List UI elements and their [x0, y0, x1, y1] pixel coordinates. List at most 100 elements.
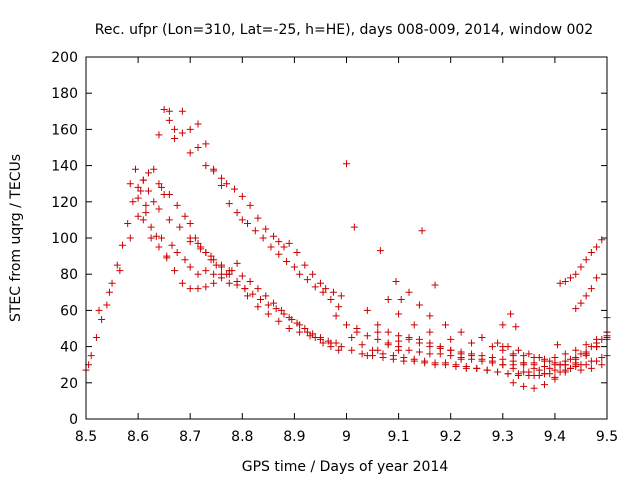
data-point-marker: [587, 248, 595, 256]
data-point-marker: [223, 180, 231, 188]
data-point-marker: [520, 382, 528, 390]
data-point-marker: [173, 201, 181, 209]
data-point-marker: [374, 328, 382, 336]
data-point-marker: [134, 212, 142, 220]
data-point-marker: [131, 165, 139, 173]
data-point-marker: [176, 223, 184, 231]
data-point-marker: [421, 357, 429, 365]
data-point-marker: [572, 305, 580, 313]
data-point-marker: [577, 299, 585, 307]
data-point-marker: [593, 243, 601, 251]
data-point-marker: [272, 305, 280, 313]
data-point-marker: [280, 243, 288, 251]
data-point-marker: [535, 353, 543, 361]
data-point-marker: [129, 198, 137, 206]
data-point-marker: [561, 368, 569, 376]
data-point-marker: [551, 359, 559, 367]
data-point-marker: [230, 185, 238, 193]
data-point-marker: [509, 364, 517, 372]
data-point-marker: [316, 279, 324, 287]
data-point-marker: [158, 234, 166, 242]
data-point-marker: [303, 276, 311, 284]
data-point-marker: [160, 105, 168, 113]
data-point-marker: [181, 212, 189, 220]
data-point-marker: [264, 301, 272, 309]
scatter-points: [82, 105, 611, 392]
data-point-marker: [436, 344, 444, 352]
data-point-marker: [147, 223, 155, 231]
data-point-marker: [577, 263, 585, 271]
data-point-marker: [105, 288, 113, 296]
data-point-marker: [582, 292, 590, 300]
data-point-marker: [285, 239, 293, 247]
x-tick-label: 8.8: [231, 429, 253, 445]
data-point-marker: [358, 341, 366, 349]
data-point-marker: [374, 321, 382, 329]
data-point-marker: [363, 332, 371, 340]
data-point-marker: [194, 144, 202, 151]
data-point-marker: [202, 283, 210, 291]
data-point-marker: [561, 277, 569, 285]
data-point-marker: [335, 303, 343, 311]
data-point-marker: [410, 355, 418, 363]
data-point-marker: [228, 267, 236, 275]
x-tick-label: 8.5: [75, 429, 97, 445]
data-point-marker: [567, 364, 575, 372]
data-point-marker: [556, 279, 564, 287]
data-point-marker: [285, 325, 293, 332]
data-point-marker: [306, 332, 314, 340]
data-point-marker: [238, 272, 246, 280]
data-point-marker: [582, 341, 590, 349]
data-point-marker: [512, 323, 520, 331]
data-point-marker: [186, 285, 194, 293]
data-point-marker: [225, 279, 233, 287]
data-point-marker: [249, 290, 257, 298]
data-point-marker: [462, 363, 470, 371]
data-point-marker: [165, 191, 173, 199]
data-point-marker: [441, 359, 449, 367]
data-point-marker: [426, 343, 434, 351]
data-point-marker: [343, 160, 350, 168]
data-point-marker: [551, 375, 559, 383]
data-point-marker: [514, 346, 522, 354]
data-point-marker: [554, 341, 562, 349]
data-point-marker: [171, 267, 179, 275]
data-point-marker: [374, 335, 382, 343]
data-point-marker: [468, 339, 476, 347]
data-point-marker: [233, 281, 241, 289]
data-point-marker: [262, 292, 270, 300]
data-point-marker: [262, 225, 270, 233]
data-point-marker: [426, 350, 434, 358]
data-point-marker: [577, 366, 585, 374]
data-point-marker: [499, 355, 507, 363]
data-point-marker: [155, 205, 163, 213]
data-point-marker: [478, 334, 486, 342]
data-point-marker: [158, 183, 166, 191]
y-tick-label: 140: [51, 159, 78, 175]
data-point-marker: [535, 366, 543, 374]
data-point-marker: [254, 303, 262, 311]
data-point-marker: [415, 348, 423, 356]
data-point-marker: [319, 288, 327, 296]
data-point-marker: [348, 334, 356, 342]
data-point-marker: [301, 261, 309, 269]
data-point-marker: [186, 125, 194, 133]
data-point-marker: [530, 384, 538, 392]
data-point-marker: [301, 325, 309, 332]
data-point-marker: [178, 279, 186, 287]
y-tick-label: 200: [51, 50, 78, 66]
data-point-marker: [259, 234, 267, 242]
data-point-marker: [572, 361, 580, 369]
data-point-marker: [173, 248, 181, 256]
data-point-marker: [152, 232, 160, 240]
data-point-marker: [257, 296, 265, 304]
data-point-marker: [593, 339, 601, 347]
data-point-marker: [95, 306, 103, 314]
x-tick-label: 9.3: [492, 429, 514, 445]
data-point-marker: [186, 220, 194, 228]
data-point-marker: [520, 359, 528, 367]
data-point-marker: [223, 270, 231, 278]
data-point-marker: [332, 312, 340, 320]
data-point-marker: [186, 149, 194, 157]
